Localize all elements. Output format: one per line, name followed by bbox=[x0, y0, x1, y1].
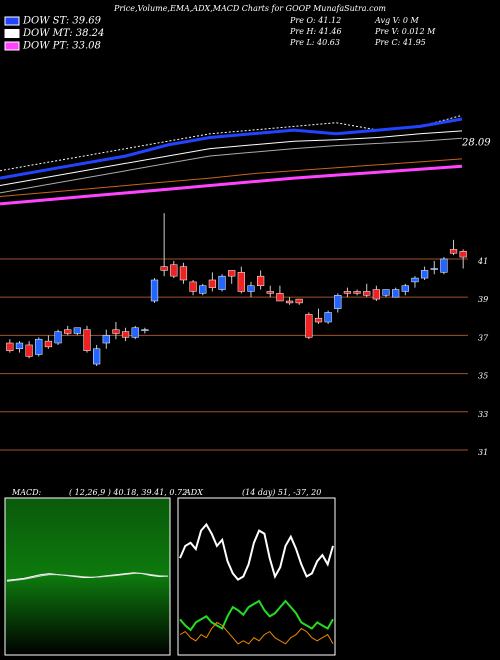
candle-body bbox=[15, 342, 24, 350]
series-line bbox=[6, 572, 169, 582]
series-line bbox=[0, 158, 463, 197]
candle-body bbox=[247, 285, 255, 292]
candle-body bbox=[295, 298, 303, 304]
panel-subtitle: ( 12,26,9 ) 40.18, 39.41, 0.72 bbox=[69, 488, 187, 497]
candle-body bbox=[208, 279, 217, 288]
candle-body bbox=[179, 266, 188, 281]
stat: Pre C: 41.95 bbox=[374, 38, 426, 47]
candle-body bbox=[44, 340, 53, 348]
candle-body bbox=[334, 295, 342, 309]
y-tick-label: 35 bbox=[478, 372, 488, 381]
series-line bbox=[0, 164, 463, 206]
candle-body bbox=[343, 291, 352, 294]
candle-body bbox=[83, 329, 91, 351]
stat: Pre H: 41.46 bbox=[289, 27, 342, 36]
stat: Pre O: 41.12 bbox=[289, 16, 341, 25]
stat: Pre L: 40.63 bbox=[289, 38, 340, 47]
y-tick-label: 39 bbox=[478, 295, 488, 304]
candle-body bbox=[459, 251, 467, 258]
legend-swatch bbox=[4, 41, 20, 51]
candle-body bbox=[266, 291, 274, 294]
candle-body bbox=[353, 291, 361, 294]
series-line bbox=[179, 621, 334, 645]
candle-body bbox=[382, 289, 390, 296]
candle-body bbox=[314, 317, 323, 323]
legend-label: DOW ST: 39.69 bbox=[22, 16, 102, 27]
candle-body bbox=[102, 335, 110, 344]
series-line bbox=[0, 117, 463, 180]
candle-body bbox=[449, 249, 458, 254]
stat: Pre V: 0.012 M bbox=[374, 27, 436, 36]
candle-body bbox=[440, 258, 448, 273]
candle-body bbox=[276, 293, 284, 302]
ema-label: 28.09 bbox=[461, 138, 491, 149]
candle-body bbox=[25, 344, 33, 357]
candle-body bbox=[237, 272, 245, 292]
y-tick-label: 31 bbox=[478, 448, 488, 457]
candle-body bbox=[392, 289, 400, 298]
candle-body bbox=[256, 275, 265, 286]
legend-swatch bbox=[4, 29, 20, 38]
candle-body bbox=[372, 289, 380, 300]
candle-body bbox=[35, 338, 43, 355]
y-tick-label: 41 bbox=[477, 257, 488, 266]
candle-body bbox=[228, 270, 236, 277]
adx-panel bbox=[177, 497, 336, 656]
series-line bbox=[0, 130, 463, 186]
panel-title: MACD: bbox=[11, 488, 42, 497]
candle-body bbox=[141, 329, 149, 331]
candle-body bbox=[54, 331, 62, 344]
candle-body bbox=[160, 266, 168, 271]
panel-title: ADX bbox=[184, 488, 203, 497]
candle-body bbox=[420, 270, 429, 279]
y-tick-label: 33 bbox=[478, 410, 488, 419]
series-line bbox=[179, 599, 334, 632]
candle-body bbox=[112, 329, 120, 334]
candle-body bbox=[305, 314, 313, 338]
legend-label: DOW MT: 38.24 bbox=[22, 28, 104, 39]
series-line bbox=[179, 522, 334, 581]
candle-body bbox=[401, 285, 409, 292]
candle-body bbox=[199, 285, 207, 294]
candle-body bbox=[131, 327, 139, 338]
series-line bbox=[0, 137, 463, 194]
candle-body bbox=[363, 291, 371, 296]
candle-body bbox=[324, 312, 332, 323]
candle-body bbox=[73, 327, 81, 334]
panel-subtitle: (14 day) 51, -37, 20 bbox=[242, 488, 321, 497]
legend-label: DOW PT: 33.08 bbox=[22, 41, 101, 52]
candle-body bbox=[64, 329, 72, 334]
candle-body bbox=[430, 268, 438, 270]
candle-body bbox=[6, 342, 14, 351]
title: Price,Volume,EMA,ADX,MACD Charts for GOO… bbox=[113, 4, 386, 13]
candle-body bbox=[121, 331, 130, 338]
y-tick-label: 37 bbox=[478, 333, 489, 342]
candle-body bbox=[170, 264, 178, 277]
candle-body bbox=[411, 277, 419, 283]
candle-body bbox=[285, 300, 294, 304]
legend-swatch bbox=[4, 16, 20, 26]
candle-body bbox=[93, 348, 101, 365]
candle-body bbox=[218, 275, 226, 290]
candle-body bbox=[150, 279, 159, 302]
stat: Avg V: 0 M bbox=[374, 16, 419, 25]
candle-body bbox=[189, 281, 197, 292]
